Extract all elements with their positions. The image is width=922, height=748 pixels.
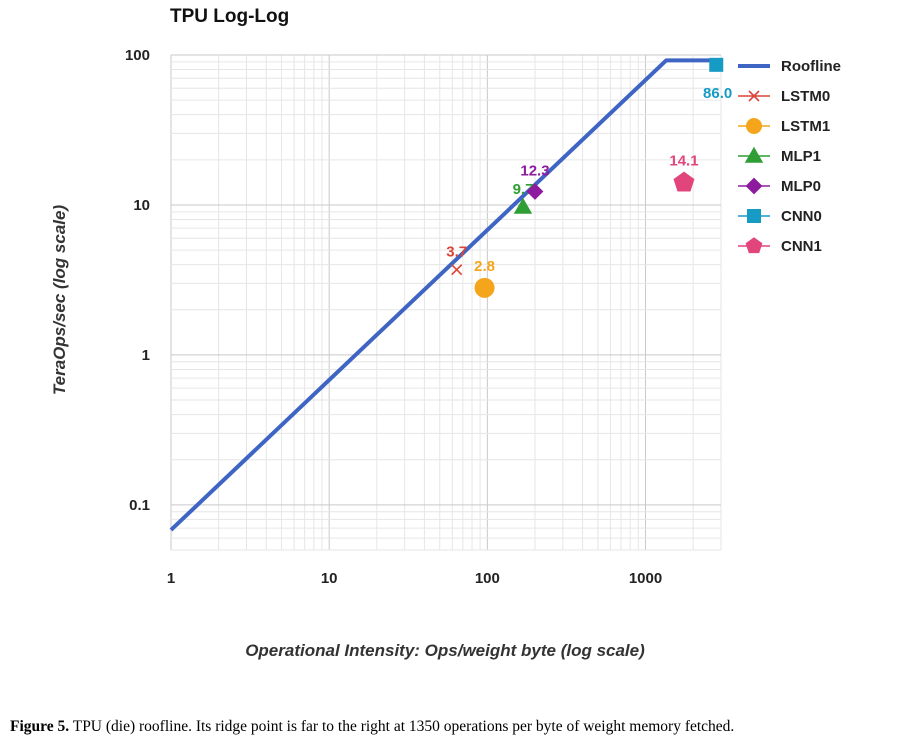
figure-caption: Figure 5. TPU (die) roofline. Its ridge … <box>10 718 915 736</box>
point-lstm1 <box>474 277 495 298</box>
legend-label: MLP0 <box>781 178 821 195</box>
roofline-chart: TPU Log-Log 0.1 1 10 100 1 10 100 1000 3.7 2.8 9… <box>50 6 841 660</box>
legend-item-mlp1: MLP1 <box>738 146 821 165</box>
x-tick-labels: 1 10 100 1000 <box>167 570 662 587</box>
grid-lines <box>170 54 722 551</box>
point-lstm0 <box>451 264 463 276</box>
x-stroke <box>451 264 463 276</box>
y-axis-label: TeraOps/sec (log scale) <box>50 205 69 396</box>
legend-label: LSTM0 <box>781 88 830 105</box>
legend-swatch-marker <box>745 177 763 195</box>
legend-label: MLP1 <box>781 148 821 165</box>
x-stroke <box>748 90 760 102</box>
data-label-cnn1: 14.1 <box>669 153 698 170</box>
legend-item-cnn1: CNN1 <box>738 237 822 255</box>
legend-label: CNN1 <box>781 238 822 255</box>
data-label-mlp0: 12.3 <box>520 162 549 179</box>
y-tick-label: 1 <box>142 347 150 364</box>
roofline-layer <box>169 58 717 532</box>
legend: Roofline LSTM0 LSTM1 MLP1 MLP0 CNN0 CNN1 <box>738 58 841 255</box>
legend-swatch-marker <box>745 237 763 254</box>
point-mlp0 <box>526 183 544 200</box>
x-tick-label: 1 <box>167 570 175 587</box>
legend-label: CNN0 <box>781 208 822 225</box>
legend-swatch-marker <box>747 209 761 223</box>
roofline-line <box>169 58 717 532</box>
data-label-mlp1: 9.7 <box>513 181 534 198</box>
point-mlp1 <box>513 197 533 214</box>
x-tick-label: 100 <box>475 570 500 587</box>
legend-label: Roofline <box>781 58 841 75</box>
x-tick-label: 10 <box>321 570 338 587</box>
chart-title: TPU Log-Log <box>170 6 289 27</box>
data-label-lstm1: 2.8 <box>474 258 495 275</box>
legend-item-cnn0: CNN0 <box>738 208 822 225</box>
legend-swatch-marker <box>744 146 764 163</box>
x-axis-label: Operational Intensity: Ops/weight byte (… <box>245 641 645 660</box>
data-label-lstm0: 3.7 <box>446 244 467 261</box>
y-tick-label: 0.1 <box>129 497 150 514</box>
legend-swatch-marker <box>748 90 760 102</box>
data-label-cnn0: 86.0 <box>703 85 732 102</box>
y-tick-label: 100 <box>125 47 150 64</box>
y-tick-labels: 0.1 1 10 100 <box>125 47 150 514</box>
caption-text: TPU (die) roofline. Its ridge point is f… <box>69 718 735 735</box>
legend-item-lstm1: LSTM1 <box>738 118 830 135</box>
y-tick-label: 10 <box>133 197 150 214</box>
figure-label: Figure 5. <box>10 718 70 735</box>
data-points: 3.7 2.8 9.7 12.3 86.0 14.1 <box>446 57 732 298</box>
legend-item-roofline: Roofline <box>738 58 841 75</box>
legend-label: LSTM1 <box>781 118 830 135</box>
point-cnn0 <box>709 57 724 72</box>
point-cnn1 <box>673 171 695 192</box>
x-tick-label: 1000 <box>629 570 662 587</box>
legend-swatch-marker <box>746 118 762 134</box>
legend-item-lstm0: LSTM0 <box>738 88 830 105</box>
legend-item-mlp0: MLP0 <box>738 177 821 195</box>
